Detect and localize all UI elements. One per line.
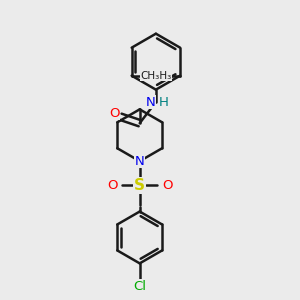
Text: Cl: Cl xyxy=(133,280,146,292)
Text: CH₃: CH₃ xyxy=(152,71,171,81)
Text: O: O xyxy=(109,107,119,120)
Text: H: H xyxy=(159,95,169,109)
Text: N: N xyxy=(146,95,155,109)
Text: O: O xyxy=(162,179,172,192)
Text: CH₃: CH₃ xyxy=(140,71,160,81)
Text: O: O xyxy=(107,179,117,192)
Text: N: N xyxy=(135,155,145,168)
Text: S: S xyxy=(134,178,145,193)
